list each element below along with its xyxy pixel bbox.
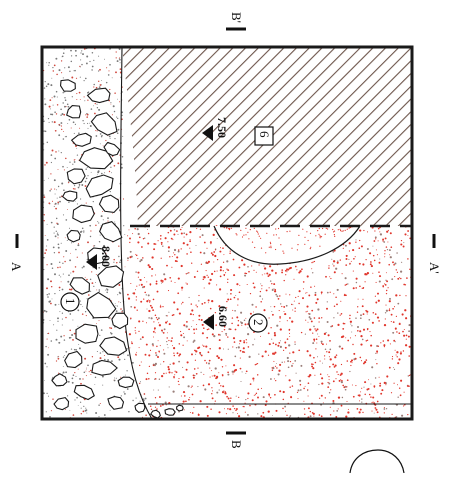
stone-shape: [72, 204, 95, 224]
stone-shape: [66, 105, 82, 119]
stone-shape: [99, 221, 123, 243]
zone-6-label: 6: [257, 131, 272, 138]
section-label-b-prime: B': [229, 12, 244, 23]
stone-shape: [66, 229, 81, 243]
stone-shape: [90, 112, 118, 136]
pit-outline: [213, 225, 361, 265]
stone-shape: [78, 147, 114, 170]
stone-shape: [164, 408, 176, 416]
pit-speckle: [222, 224, 353, 254]
compass-circle-fragment: [349, 449, 405, 474]
stone-shape: [150, 409, 161, 419]
elevation-label-750: 7.50: [215, 117, 229, 138]
section-label-b: B: [229, 440, 244, 449]
stone-shape: [75, 323, 99, 344]
section-mark-b-bottom: B: [226, 431, 246, 449]
elevation-triangle-icon: [203, 314, 214, 330]
stone-shape: [70, 132, 92, 147]
stone-shape: [134, 402, 146, 414]
section-label-a-prime: A': [427, 262, 442, 274]
elevation-label-800: 8.00: [99, 246, 113, 267]
stone-shape: [53, 397, 70, 411]
stone-shape: [99, 336, 128, 356]
stone-shape: [69, 277, 90, 295]
zone-2-marker: 2: [248, 313, 268, 333]
elevation-marker-750: 7.50: [202, 117, 229, 141]
section-mark-a-right: A': [427, 234, 442, 274]
stone-shape: [86, 87, 111, 104]
elevation-label-660: 6.60: [216, 306, 230, 327]
stone-shape: [85, 174, 114, 198]
zone-1-label: 1: [63, 298, 78, 305]
stone-shape: [91, 359, 118, 376]
zone-6-marker: 6: [254, 126, 274, 146]
stone-shape: [66, 168, 86, 185]
section-mark-a-left: A: [9, 234, 24, 272]
stone-shape: [176, 404, 184, 412]
stone-shape: [98, 194, 120, 214]
stone-shape: [73, 384, 95, 401]
elevation-triangle-icon: [86, 254, 97, 270]
section-label-a: A: [9, 262, 24, 272]
stone-shape: [59, 79, 76, 92]
stone-shape: [51, 373, 68, 387]
plan-frame: [40, 45, 414, 421]
elevation-marker-800: 8.00: [86, 246, 113, 270]
stone-shape: [111, 312, 129, 330]
zone-1-marker: 1: [60, 292, 80, 312]
stone-shape: [61, 190, 78, 202]
stone-shape: [97, 265, 125, 288]
section-mark-b-top: B': [226, 12, 246, 31]
stone-shape: [103, 141, 121, 157]
zone-boundary-curve: [120, 46, 153, 420]
stone-shape: [86, 291, 117, 319]
elevation-triangle-icon: [202, 125, 213, 141]
stone-shape: [117, 376, 135, 389]
elevation-marker-660: 6.60: [203, 306, 230, 330]
zone-2-label: 2: [251, 319, 266, 326]
stone-shape: [64, 350, 83, 369]
stone-cluster: [51, 79, 184, 419]
stone-shape: [107, 396, 125, 410]
